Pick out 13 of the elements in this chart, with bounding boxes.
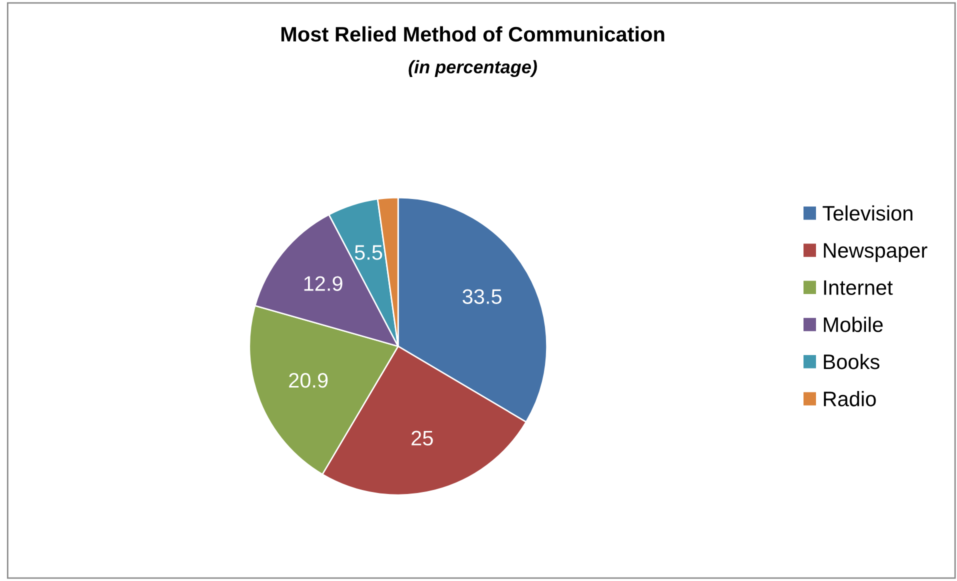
chart-subtitle: (in percentage) bbox=[408, 60, 537, 77]
legend-label: Television bbox=[822, 205, 912, 221]
data-label: 5.5 bbox=[354, 245, 382, 260]
chart-title: Most Relied Method of Communication bbox=[281, 26, 664, 42]
legend-label: Books bbox=[824, 354, 880, 370]
data-label: 12.9 bbox=[304, 276, 342, 291]
legend-label: Mobile bbox=[824, 316, 883, 332]
data-label: 25 bbox=[412, 430, 433, 446]
legend-label: Internet bbox=[824, 280, 893, 295]
data-label: 33.5 bbox=[462, 289, 502, 304]
legend-label: Newspaper bbox=[824, 243, 928, 262]
legend-label: Radio bbox=[824, 391, 876, 406]
data-label: 20.9 bbox=[289, 372, 328, 388]
